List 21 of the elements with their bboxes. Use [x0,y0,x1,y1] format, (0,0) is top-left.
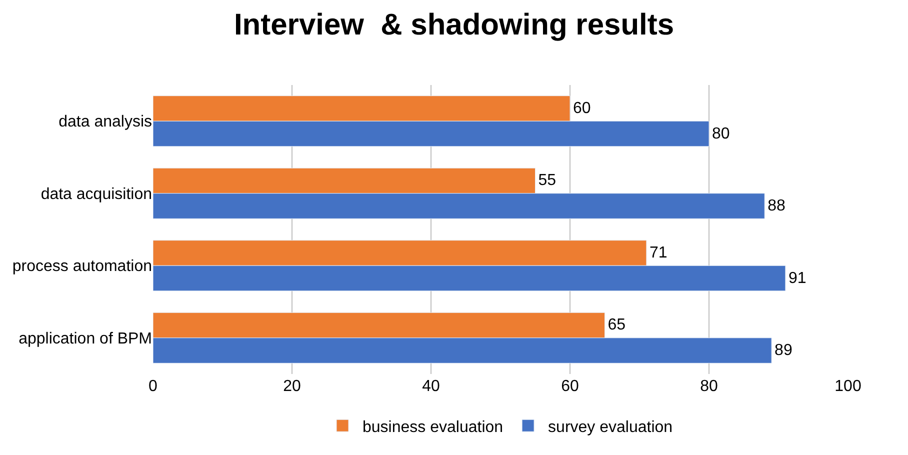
x-tick-label: 80 [700,378,718,395]
y-tick-label: data acquisition [40,186,152,203]
data-label: 80 [712,125,730,142]
data-label: 89 [774,342,792,360]
x-tick-label: 20 [283,378,301,395]
data-label: 65 [608,316,626,334]
legend-label: survey evaluation [548,418,673,436]
data-label: 60 [573,100,591,117]
y-tick-label: data analysis [58,114,152,131]
x-tick-label: 0 [148,378,158,395]
data-label: 91 [788,270,806,287]
chart-title: Interview & shadowing results [234,8,674,42]
data-label: 71 [649,244,668,262]
x-tick-label: 60 [561,378,579,395]
x-tick-label: 40 [422,378,440,395]
y-tick-label: application of BPM [18,330,152,348]
data-label: 88 [768,198,786,215]
legend-label: business evaluation [362,418,504,436]
x-tick-label: 100 [834,378,862,395]
data-label: 55 [538,172,556,190]
y-tick-label: process automation [12,258,152,276]
